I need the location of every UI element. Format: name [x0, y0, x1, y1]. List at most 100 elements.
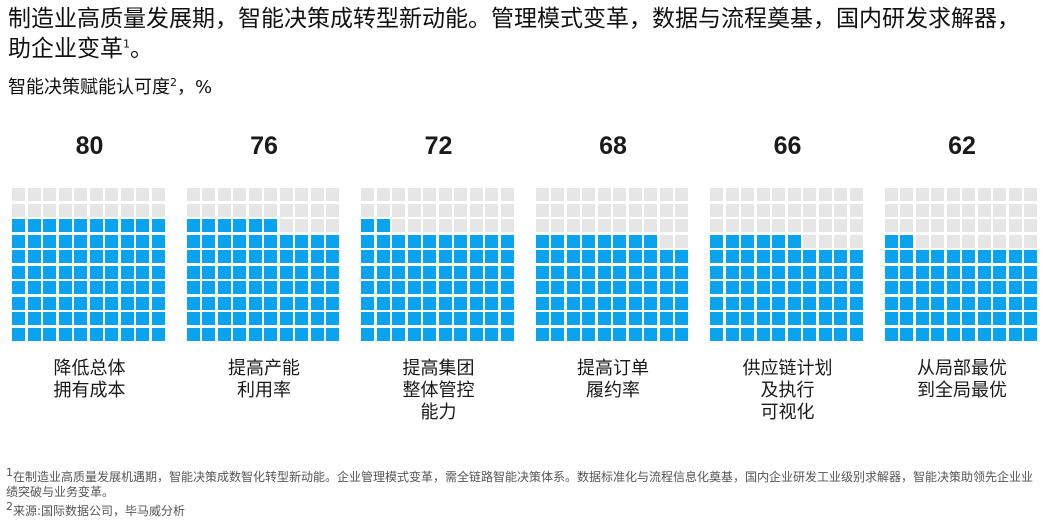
waffle-cell-empty	[326, 203, 339, 217]
waffle-cell-filled	[849, 312, 863, 325]
waffle-cell-empty	[582, 203, 595, 217]
waffle-cell-filled	[675, 265, 688, 279]
waffle-cell-filled	[217, 281, 231, 294]
waffle-cell-filled	[500, 281, 514, 294]
waffle-cell-filled	[915, 296, 929, 310]
waffle-cell-empty	[310, 203, 324, 217]
waffle-cell-filled	[376, 219, 390, 232]
waffle-cell-empty	[469, 219, 483, 232]
waffle-cell-filled	[295, 250, 308, 263]
waffle-cell-filled	[264, 265, 277, 279]
waffle-cell-filled	[248, 265, 262, 279]
waffle-cell-filled	[295, 281, 308, 294]
waffle-cell-filled	[900, 312, 913, 325]
waffle-cell-empty	[295, 188, 308, 201]
waffle-cell-filled	[551, 327, 564, 341]
waffle-cell-filled	[423, 312, 436, 325]
waffle-cell-filled	[12, 312, 25, 325]
waffle-cell-filled	[597, 327, 611, 341]
waffle-cell-filled	[915, 327, 929, 341]
waffle-cell-empty	[361, 188, 374, 201]
waffle-cell-filled	[1008, 312, 1022, 325]
waffle-cell-filled	[900, 265, 913, 279]
waffle-cell-filled	[438, 234, 452, 248]
waffle-cell-empty	[613, 188, 626, 201]
waffle-cell-filled	[43, 250, 56, 263]
waffle-cell-filled	[326, 281, 339, 294]
waffle-cell-empty	[977, 234, 991, 248]
waffle-cell-filled	[644, 312, 657, 325]
waffle-cell-filled	[105, 234, 118, 248]
waffle-cell-empty	[233, 188, 246, 201]
waffle-cell-empty	[27, 188, 41, 201]
waffle-cell-empty	[931, 234, 944, 248]
waffle-cell-filled	[1008, 250, 1022, 263]
waffle-cell-empty	[500, 203, 514, 217]
waffle-cell-filled	[454, 234, 467, 248]
waffle-cell-filled	[89, 250, 103, 263]
waffle-cell-empty	[74, 188, 87, 201]
waffle-cell-filled	[202, 265, 215, 279]
waffle-cell-filled	[186, 296, 200, 310]
waffle-cell-empty	[946, 234, 960, 248]
waffle-cell-filled	[613, 327, 626, 341]
waffle-cell-filled	[58, 312, 72, 325]
waffle-cell-filled	[597, 281, 611, 294]
waffle-cell-filled	[27, 250, 41, 263]
waffle-cell-filled	[644, 234, 657, 248]
waffle-cell-filled	[710, 281, 723, 294]
waffle-cell-empty	[756, 188, 770, 201]
waffle-cell-filled	[151, 219, 165, 232]
waffle-cell-filled	[849, 265, 863, 279]
waffle-cell-filled	[43, 296, 56, 310]
waffle-cell-empty	[485, 219, 498, 232]
waffle-cell-filled	[151, 234, 165, 248]
waffle-cell-filled	[12, 296, 25, 310]
waffle-cell-empty	[12, 188, 25, 201]
footnote-2-text: 来源:国际数据公司，毕马威分析	[13, 504, 186, 518]
waffle-cell-filled	[376, 265, 390, 279]
waffle-cell-empty	[628, 219, 642, 232]
waffle-cell-filled	[566, 281, 580, 294]
waffle-cell-filled	[264, 281, 277, 294]
waffle-cell-empty	[803, 234, 816, 248]
waffle-cell-empty	[361, 203, 374, 217]
waffle-cell-filled	[772, 234, 785, 248]
waffle-cell-empty	[993, 188, 1006, 201]
waffle-cell-filled	[597, 234, 611, 248]
waffle-cell-empty	[597, 188, 611, 201]
waffle-cell-filled	[74, 234, 87, 248]
waffle-cell-filled	[977, 250, 991, 263]
waffle-cell-filled	[217, 219, 231, 232]
waffle-cell-filled	[485, 265, 498, 279]
waffle-cell-filled	[946, 281, 960, 294]
waffle-cell-filled	[582, 281, 595, 294]
waffle-cell-empty	[962, 203, 975, 217]
waffle-cell-filled	[74, 219, 87, 232]
waffle-cell-filled	[407, 250, 421, 263]
category-label: 供应链计划 及执行 可视化	[742, 358, 833, 423]
waffle-cell-filled	[58, 219, 72, 232]
waffle-cell-empty	[248, 203, 262, 217]
waffle-cell-filled	[58, 327, 72, 341]
footnote-1: 1在制造业高质量发展机遇期，智能决策成数智化转型新动能。企业管理模式变革，需全链…	[6, 467, 1038, 500]
waffle-cell-filled	[993, 296, 1006, 310]
waffle-cell-filled	[43, 312, 56, 325]
waffle-cell-filled	[326, 296, 339, 310]
waffle-cell-filled	[931, 312, 944, 325]
waffle-cell-filled	[423, 234, 436, 248]
waffle-cell-filled	[361, 234, 374, 248]
waffle-cell-filled	[74, 327, 87, 341]
waffle-cell-filled	[644, 327, 657, 341]
waffle-cell-filled	[977, 312, 991, 325]
waffle-cell-filled	[772, 296, 785, 310]
waffle-cell-empty	[725, 203, 739, 217]
waffle-cell-filled	[1024, 265, 1037, 279]
waffle-cell-filled	[469, 234, 483, 248]
waffle-cell-filled	[438, 281, 452, 294]
waffle-cell-filled	[1008, 281, 1022, 294]
waffle-cell-empty	[248, 188, 262, 201]
waffle-cell-empty	[915, 234, 929, 248]
waffle-cell-filled	[582, 250, 595, 263]
waffle-cell-empty	[741, 219, 754, 232]
